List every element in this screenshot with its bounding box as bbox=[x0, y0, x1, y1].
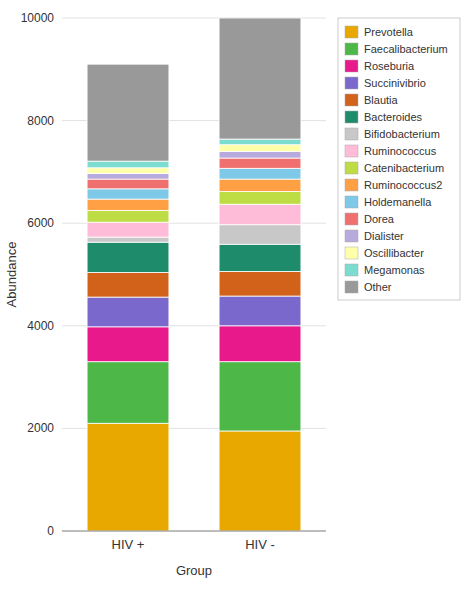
bar-segment bbox=[87, 297, 169, 327]
grid bbox=[62, 18, 326, 531]
legend-label: Bacteroides bbox=[364, 111, 423, 123]
y-tick-label: 4000 bbox=[27, 319, 54, 333]
bar-segment bbox=[219, 151, 301, 158]
bar-segment bbox=[87, 237, 169, 242]
bar-segment bbox=[87, 327, 169, 362]
x-tick-label: HIV + bbox=[112, 537, 145, 552]
bar-segment bbox=[219, 326, 301, 362]
legend-swatch bbox=[345, 94, 358, 106]
legend-label: Ruminococcus bbox=[364, 145, 437, 157]
legend-swatch bbox=[345, 230, 358, 242]
legend-label: Ruminococcus2 bbox=[364, 179, 442, 191]
bar-segment bbox=[219, 168, 301, 179]
bar-segment bbox=[219, 362, 301, 431]
bar-segment bbox=[87, 222, 169, 237]
legend-swatch bbox=[345, 77, 358, 89]
bar-segment bbox=[219, 271, 301, 296]
legend-swatch bbox=[345, 281, 358, 293]
legend-label: Megamonas bbox=[364, 264, 425, 276]
legend-swatch bbox=[345, 128, 358, 140]
bar-segment bbox=[87, 64, 169, 161]
legend-label: Catenibacterium bbox=[364, 162, 444, 174]
x-tick-label: HIV - bbox=[245, 537, 275, 552]
legend-swatch bbox=[345, 213, 358, 225]
legend-swatch bbox=[345, 264, 358, 276]
legend-swatch bbox=[345, 145, 358, 157]
legend-label: Faecalibacterium bbox=[364, 43, 448, 55]
legend: Prevotella Faecalibacterium Roseburia Succi… bbox=[338, 18, 460, 300]
legend-label: Succinivibrio bbox=[364, 77, 426, 89]
y-axis-label: Abundance bbox=[4, 242, 19, 308]
bar-segment bbox=[219, 139, 301, 145]
legend-swatch bbox=[345, 196, 358, 208]
legend-label: Bifidobacterium bbox=[364, 128, 440, 140]
bar-segment bbox=[87, 210, 169, 222]
bar-segment bbox=[219, 191, 301, 204]
bar-segment bbox=[219, 145, 301, 152]
legend-swatch bbox=[345, 111, 358, 123]
bar-segment bbox=[87, 161, 169, 168]
legend-swatch bbox=[345, 26, 358, 38]
legend-label: Roseburia bbox=[364, 60, 415, 72]
chart: 0 2000 4000 6000 8000 10000 HIV + HIV - Group Abu… bbox=[0, 0, 474, 589]
legend-label: Oscillibacter bbox=[364, 247, 424, 259]
bar-segment bbox=[87, 242, 169, 272]
legend-label: Dorea bbox=[364, 213, 395, 225]
bar-segment bbox=[87, 189, 169, 199]
bar-segment bbox=[87, 173, 169, 179]
bar-segment bbox=[87, 423, 169, 531]
bar-segment bbox=[219, 244, 301, 271]
legend-swatch bbox=[345, 179, 358, 191]
y-tick-label: 2000 bbox=[27, 421, 54, 435]
bar-segment bbox=[87, 272, 169, 297]
plot-area bbox=[62, 18, 326, 531]
grid-line bbox=[62, 531, 326, 532]
legend-swatch bbox=[345, 162, 358, 174]
bar-segment bbox=[87, 362, 169, 424]
x-axis-label: Group bbox=[176, 563, 212, 578]
bar-segment bbox=[219, 204, 301, 225]
legend-label: Other bbox=[364, 281, 392, 293]
legend-label: Blautia bbox=[364, 94, 399, 106]
legend-swatch bbox=[345, 60, 358, 72]
y-tick-label: 0 bbox=[47, 524, 54, 538]
legend-swatch bbox=[345, 43, 358, 55]
bar-segment bbox=[219, 18, 301, 139]
legend-label: Prevotella bbox=[364, 26, 414, 38]
legend-label: Holdemanella bbox=[364, 196, 432, 208]
legend-box bbox=[338, 18, 460, 300]
bar-segment bbox=[87, 168, 169, 174]
bars bbox=[87, 18, 301, 531]
legend-label: Dialister bbox=[364, 230, 404, 242]
bar-segment bbox=[87, 179, 169, 189]
y-tick-label: 8000 bbox=[27, 114, 54, 128]
bar-segment bbox=[219, 179, 301, 191]
bar-segment bbox=[219, 225, 301, 244]
legend-swatch bbox=[345, 247, 358, 259]
bar-segment bbox=[219, 158, 301, 168]
y-tick-label: 10000 bbox=[21, 11, 55, 25]
x-axis-line bbox=[62, 531, 326, 532]
y-tick-label: 6000 bbox=[27, 216, 54, 230]
bar-segment bbox=[87, 199, 169, 210]
bar-segment bbox=[219, 296, 301, 326]
bar-segment bbox=[219, 431, 301, 531]
